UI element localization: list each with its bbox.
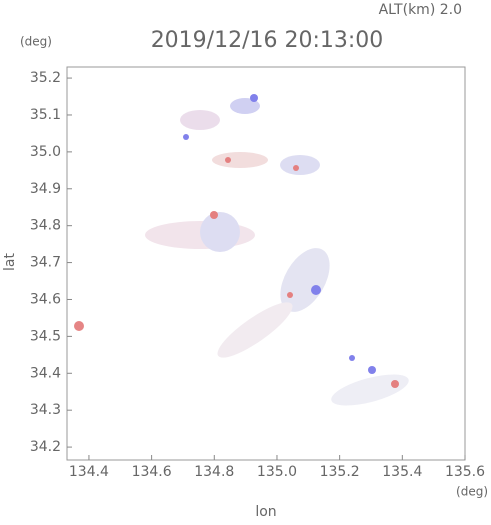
x-tick-label: 135.2 — [320, 464, 360, 480]
y-unit: (deg) — [20, 35, 52, 49]
y-tick-label: 34.2 — [30, 439, 61, 455]
y-tick-label: 35.2 — [30, 70, 61, 86]
plot-frame — [66, 66, 466, 461]
chart-title: 2019/12/16 20:13:00 — [151, 28, 384, 53]
x-axis-label: lon — [255, 504, 276, 520]
y-axis-label: lat — [2, 253, 18, 271]
y-tick-label: 35.0 — [30, 144, 61, 160]
x-tick-label: 135.0 — [257, 464, 297, 480]
y-tick-label: 34.6 — [30, 291, 61, 307]
y-tick-label: 34.7 — [30, 255, 61, 271]
y-tick-label: 34.4 — [30, 365, 61, 381]
y-tick-label: 35.1 — [30, 107, 61, 123]
x-unit: (deg) — [456, 485, 488, 499]
echo-field — [74, 94, 409, 406]
x-tick-label: 134.8 — [194, 464, 234, 480]
y-tick-label: 34.3 — [30, 402, 61, 418]
x-tick-label: 135.4 — [382, 464, 422, 480]
y-tick-label: 34.5 — [30, 328, 61, 344]
y-tick-label: 34.9 — [30, 181, 61, 197]
x-tick-label: 134.4 — [69, 464, 109, 480]
y-tick-label: 34.8 — [30, 218, 61, 234]
altitude-label: ALT(km) 2.0 — [379, 2, 462, 18]
x-tick-label: 135.6 — [445, 464, 485, 480]
x-tick-label: 134.6 — [132, 464, 172, 480]
